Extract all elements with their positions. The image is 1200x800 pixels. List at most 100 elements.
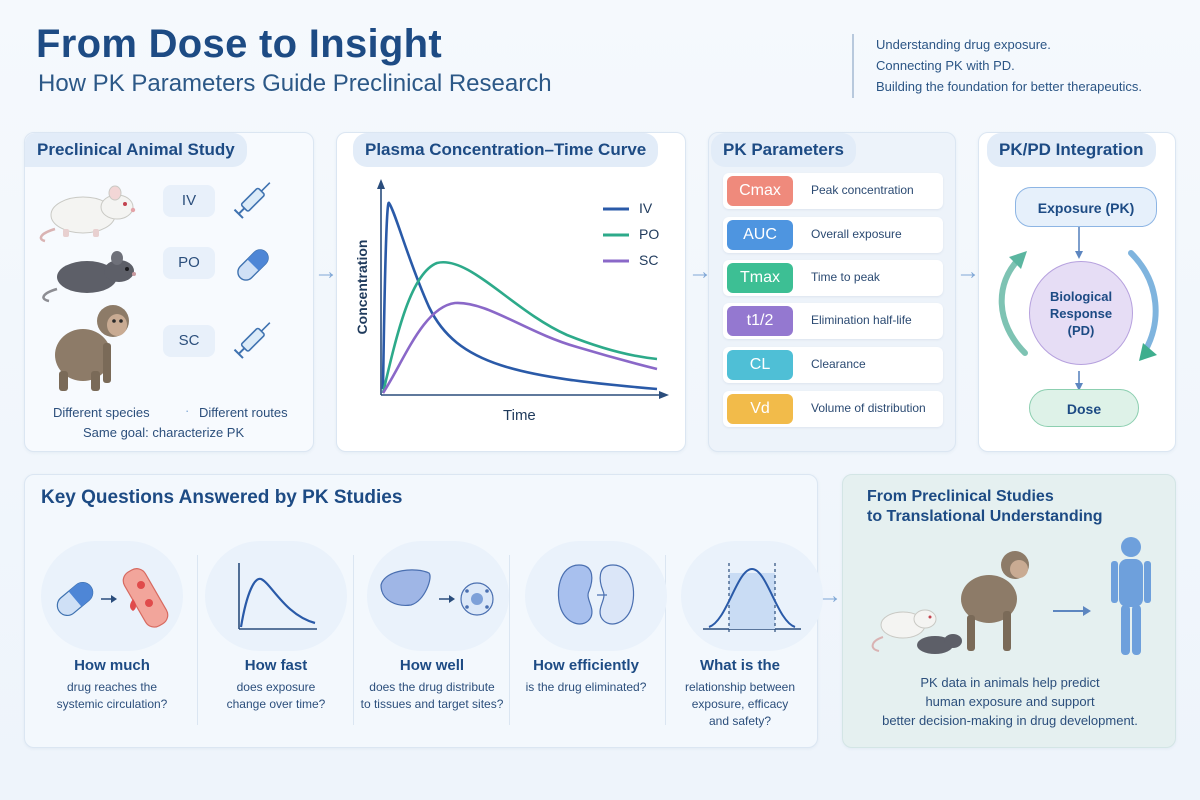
capsule-icon — [237, 249, 269, 281]
param-chip-tmax: Tmax — [727, 263, 793, 293]
translational-text-line-3: better decision-making in drug developme… — [882, 713, 1138, 728]
question-1-title: How much — [74, 657, 150, 674]
question-3-desc-line-2: to tissues and target sites? — [360, 697, 504, 711]
tagline-block: Understanding drug exposure. Connecting … — [852, 34, 1142, 98]
translational-title-line-2: to Translational Understanding — [867, 508, 1103, 525]
param-row-vd: Vd Volume of distribution — [723, 391, 943, 427]
animal-study-panel: Preclinical Animal Study IV PO SC — [24, 132, 314, 452]
syringe-sc-icon — [233, 322, 271, 359]
divider-1 — [197, 555, 198, 725]
liver-to-cell-icon — [380, 569, 494, 616]
legend-iv-label: IV — [639, 200, 653, 216]
question-5-desc: relationship between exposure, efficacy … — [655, 679, 825, 730]
param-chip-cl: CL — [727, 350, 793, 380]
therapeutic-window-icon — [703, 563, 801, 633]
note-dot: · — [185, 403, 190, 418]
animals-to-human-illustration — [871, 537, 1151, 655]
question-4-title: How efficiently — [533, 657, 639, 674]
question-5-desc-line-2: exposure, efficacy — [691, 697, 789, 711]
question-5-desc-line-1: relationship between — [684, 680, 796, 694]
translational-text: PK data in animals help predict human ex… — [843, 673, 1177, 730]
note-routes: Different routes — [199, 405, 288, 420]
route-po-pill: PO — [163, 247, 215, 279]
question-2-title: How fast — [244, 657, 308, 674]
animal-study-title: Preclinical Animal Study — [25, 133, 247, 167]
divider-2 — [353, 555, 354, 725]
response-line-2: Response — [1049, 306, 1113, 321]
curve-title: Plasma Concentration–Time Curve — [353, 133, 659, 167]
key-questions-title: Key Questions Answered by PK Studies — [41, 487, 403, 508]
param-desc-half-life: Elimination half-life — [811, 313, 912, 327]
param-desc-cmax: Peak concentration — [811, 183, 914, 197]
param-row-half-life: t1/2 Elimination half-life — [723, 303, 943, 339]
arrow-right-icon-4: → — [818, 582, 842, 609]
sc-curve — [381, 301, 658, 394]
note-species: Different species — [53, 405, 150, 420]
translational-panel: From Preclinical Studies to Translationa… — [842, 474, 1176, 748]
legend-po-label: PO — [639, 226, 660, 242]
question-5-title: What is the — [699, 657, 780, 674]
question-1-illustration — [41, 541, 183, 651]
monkey-icon — [55, 305, 129, 391]
tagline-3: Building the foundation for better thera… — [876, 79, 1142, 94]
tagline-1: Understanding drug exposure. — [876, 37, 1051, 52]
pk-params-panel: PK Parameters Cmax Peak concentration AU… — [708, 132, 956, 452]
question-1-desc-line-2: systemic circulation? — [56, 697, 168, 711]
pkpd-panel: PK/PD Integration Exposure (PK) Biologic… — [978, 132, 1176, 452]
param-desc-cl: Clearance — [811, 357, 866, 371]
param-chip-half-life: t1/2 — [727, 306, 793, 336]
param-desc-tmax: Time to peak — [811, 270, 880, 284]
exposure-box: Exposure (PK) — [1015, 187, 1157, 227]
param-chip-cmax: Cmax — [727, 176, 793, 206]
syringe-icon — [233, 182, 271, 219]
white-rat-icon — [39, 185, 136, 243]
grey-rat-icon — [42, 251, 136, 303]
route-iv-pill: IV — [163, 185, 215, 217]
param-desc-vd: Volume of distribution — [811, 401, 926, 415]
param-chip-auc: AUC — [727, 220, 793, 250]
divider-3 — [509, 555, 510, 725]
exposure-curve-icon — [238, 563, 317, 630]
param-row-cl: CL Clearance — [723, 347, 943, 383]
param-row-cmax: Cmax Peak concentration — [723, 173, 943, 209]
legend-sc-label: SC — [639, 252, 659, 268]
arrow-right-icon-3: → — [956, 258, 980, 285]
param-desc-auc: Overall exposure — [811, 227, 902, 241]
key-questions-panel: Key Questions Answered by PK Studies How… — [24, 474, 823, 748]
y-axis-label: Concentration — [354, 239, 370, 335]
translational-text-line-2: human exposure and support — [925, 694, 1095, 709]
biological-response-circle: Biological Response (PD) — [1029, 261, 1133, 365]
kidney-icon — [557, 564, 635, 625]
question-5-illustration — [681, 541, 823, 651]
response-line-1: Biological — [1049, 289, 1113, 304]
x-axis-label: Time — [503, 407, 536, 424]
question-4-illustration — [525, 541, 667, 651]
translational-text-line-1: PK data in animals help predict — [920, 675, 1100, 690]
tagline-2: Connecting PK with PD. — [876, 58, 1015, 73]
po-curve — [381, 260, 658, 394]
question-3-title: How well — [399, 657, 465, 674]
pkpd-title: PK/PD Integration — [987, 133, 1156, 167]
page-subtitle: How PK Parameters Guide Preclinical Rese… — [38, 70, 552, 97]
question-2-desc-line-2: change over time? — [226, 697, 326, 711]
question-1-desc: drug reaches the systemic circulation? — [27, 679, 197, 713]
question-5-desc-line-3: and safety? — [708, 714, 772, 728]
question-1-desc-line-1: drug reaches the — [66, 680, 158, 694]
page-title: From Dose to Insight — [36, 22, 442, 66]
question-4-desc-line-1: is the drug eliminated? — [525, 680, 647, 694]
question-3-illustration — [367, 541, 509, 651]
question-2-desc-line-1: does exposure — [236, 680, 316, 694]
question-2-illustration — [205, 541, 347, 651]
param-row-auc: AUC Overall exposure — [723, 217, 943, 253]
question-3-desc: does the drug distribute to tissues and … — [347, 679, 517, 713]
response-line-3: (PD) — [1067, 323, 1095, 338]
dose-box: Dose — [1029, 389, 1139, 427]
capsule-to-blood-icon — [56, 568, 169, 628]
curve-panel: Plasma Concentration–Time Curve IV PO SC… — [336, 132, 686, 452]
pkpd-cycle-arrows — [998, 227, 1159, 391]
divider-4 — [665, 555, 666, 725]
route-sc-pill: SC — [163, 325, 215, 357]
param-row-tmax: Tmax Time to peak — [723, 260, 943, 296]
concentration-time-chart — [377, 179, 669, 399]
iv-curve — [381, 201, 658, 391]
